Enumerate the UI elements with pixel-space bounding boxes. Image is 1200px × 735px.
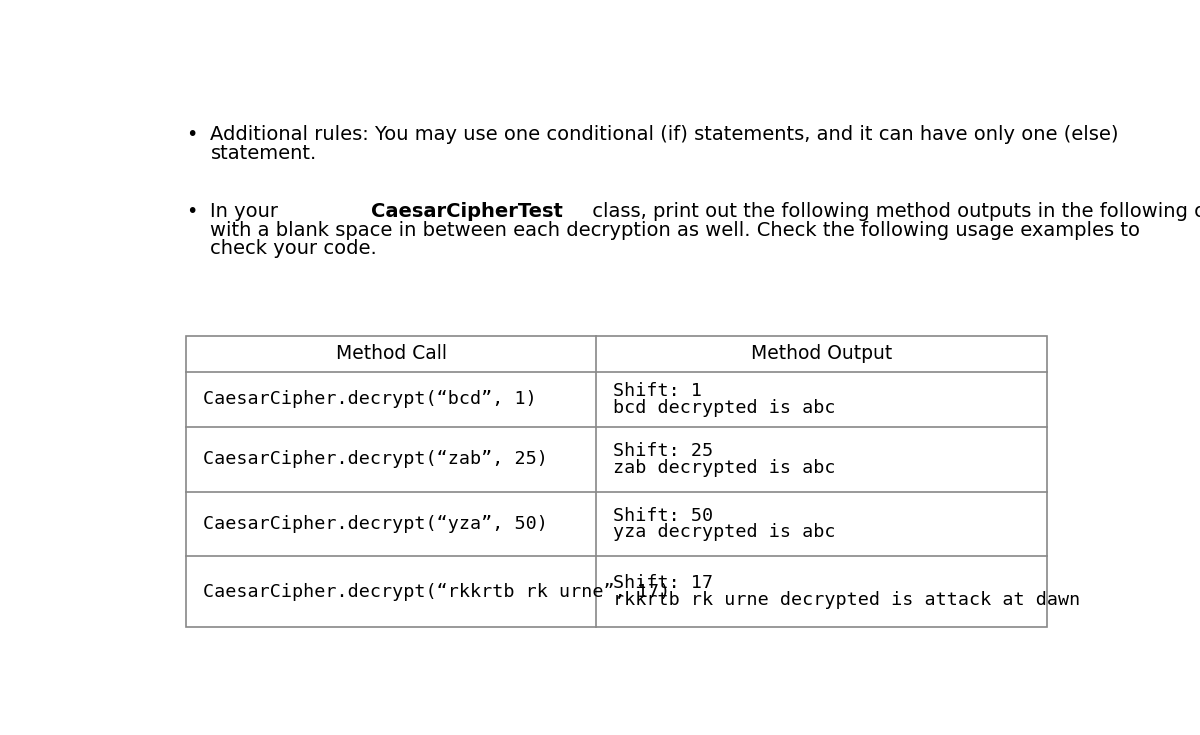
Text: class, print out the following method outputs in the following order: class, print out the following method ou… — [586, 202, 1200, 221]
Text: Shift: 50: Shift: 50 — [613, 506, 714, 525]
Bar — [186, 336, 1048, 627]
Text: Method Call: Method Call — [336, 345, 446, 363]
Text: rkkrtb rk urne decrypted is attack at dawn: rkkrtb rk urne decrypted is attack at da… — [613, 591, 1081, 609]
Text: CaesarCipher.decrypt(“bcd”, 1): CaesarCipher.decrypt(“bcd”, 1) — [203, 390, 536, 408]
Text: Shift: 1: Shift: 1 — [613, 381, 702, 400]
Text: CaesarCipherTest: CaesarCipherTest — [371, 202, 563, 221]
Text: with a blank space in between each decryption as well. Check the following usage: with a blank space in between each decry… — [210, 220, 1140, 240]
Text: Shift: 17: Shift: 17 — [613, 574, 714, 592]
Text: check your code.: check your code. — [210, 239, 377, 258]
Text: Method Output: Method Output — [751, 345, 893, 363]
Text: Shift: 25: Shift: 25 — [613, 442, 714, 460]
Text: zab decrypted is abc: zab decrypted is abc — [613, 459, 836, 477]
Text: •: • — [186, 202, 197, 221]
Text: CaesarCipher.decrypt(“rkkrtb rk urne”, 17): CaesarCipher.decrypt(“rkkrtb rk urne”, 1… — [203, 583, 670, 600]
Text: CaesarCipher.decrypt(“yza”, 50): CaesarCipher.decrypt(“yza”, 50) — [203, 515, 547, 533]
Text: yza decrypted is abc: yza decrypted is abc — [613, 523, 836, 542]
Text: Additional rules: You may use one conditional (if) statements, and it can have o: Additional rules: You may use one condit… — [210, 125, 1118, 144]
Text: statement.: statement. — [210, 143, 317, 162]
Text: In your: In your — [210, 202, 284, 221]
Text: •: • — [186, 125, 197, 144]
Text: CaesarCipher.decrypt(“zab”, 25): CaesarCipher.decrypt(“zab”, 25) — [203, 451, 547, 468]
Text: bcd decrypted is abc: bcd decrypted is abc — [613, 399, 836, 417]
